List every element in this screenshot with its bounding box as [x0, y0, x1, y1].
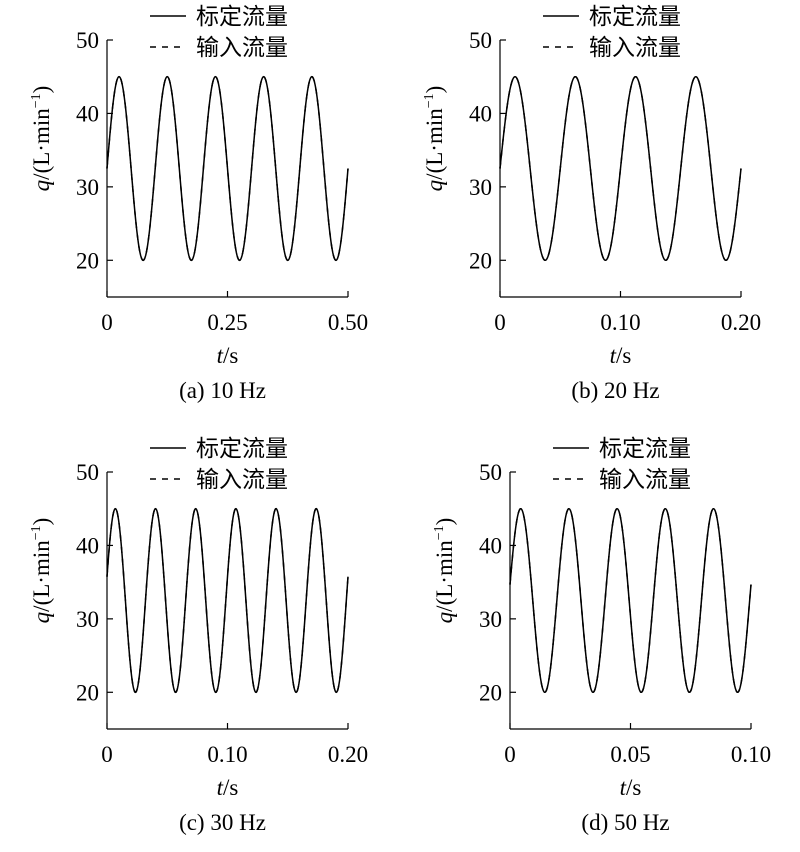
- x-tick-label: 0: [494, 310, 506, 335]
- y-axis-label-close: ): [29, 518, 54, 526]
- y-axis-label-exponent: −1: [432, 525, 447, 540]
- legend-label-dashed: 输入流量: [196, 467, 288, 493]
- x-tick-label: 0.25: [207, 310, 247, 335]
- chart-panel-1: 20 30 40 50 0 0.10 0.20 q/(L·min−1) t/s (b) 20 Hz…: [422, 4, 761, 403]
- x-axis-label-symbol: t: [610, 343, 617, 368]
- y-tick-label: 30: [76, 175, 99, 200]
- y-tick-label: 20: [76, 248, 99, 273]
- x-tick-label: 0: [504, 742, 516, 767]
- panel-caption: (a) 10 Hz: [179, 378, 266, 403]
- y-tick-label: 20: [76, 680, 99, 705]
- legend-label-solid: 标定流量: [589, 4, 681, 30]
- legend-label-solid: 标定流量: [196, 4, 288, 30]
- series-line-dashed: [499, 75, 742, 262]
- y-tick-label: 30: [76, 607, 99, 632]
- y-axis-label-symbol: q: [432, 612, 457, 624]
- x-axis-label-unit: /s: [626, 775, 641, 800]
- x-axis-label-unit: /s: [616, 343, 631, 368]
- legend-label-dashed: 输入流量: [589, 35, 681, 61]
- x-tick-label: 0: [101, 742, 113, 767]
- y-tick-label: 20: [469, 248, 492, 273]
- y-tick-label: 30: [479, 607, 502, 632]
- y-axis-label-unit: /(L·min: [432, 540, 457, 612]
- x-axis-label-unit: /s: [223, 343, 238, 368]
- y-axis-label-unit: /(L·min: [29, 540, 54, 612]
- x-axis-label: t/s: [620, 775, 642, 800]
- x-tick-label: 0.10: [600, 310, 640, 335]
- chart-panel-0: 20 30 40 50 0 0.25 0.50 q/(L·min−1) t/s (a) 10 Hz…: [29, 4, 368, 403]
- series-line-solid: [106, 75, 349, 262]
- y-axis-label-symbol: q: [29, 180, 54, 192]
- x-tick-label: 0: [101, 310, 113, 335]
- series-line-dashed: [106, 75, 349, 262]
- y-tick-label: 40: [479, 533, 502, 558]
- x-axis-label: t/s: [217, 343, 239, 368]
- panel-caption: (c) 30 Hz: [179, 810, 266, 835]
- x-tick-label: 0.10: [207, 742, 247, 767]
- x-axis-label-symbol: t: [217, 343, 224, 368]
- x-axis-label-unit: /s: [223, 775, 238, 800]
- y-axis-label-close: ): [29, 86, 54, 94]
- y-axis-label-exponent: −1: [422, 93, 437, 108]
- y-axis-label-close: ): [432, 518, 457, 526]
- y-axis-label: q/(L·min−1): [29, 518, 54, 624]
- y-axis-label: q/(L·min−1): [432, 518, 457, 624]
- legend-label-dashed: 输入流量: [599, 467, 691, 493]
- x-axis-label-symbol: t: [217, 775, 224, 800]
- y-axis-label-symbol: q: [29, 612, 54, 624]
- x-tick-label: 0.05: [610, 742, 650, 767]
- series-line-solid: [106, 507, 349, 694]
- y-axis-label: q/(L·min−1): [422, 86, 447, 192]
- y-axis-label-exponent: −1: [29, 525, 44, 540]
- x-axis-label-symbol: t: [620, 775, 627, 800]
- legend-label-solid: 标定流量: [599, 436, 691, 462]
- x-tick-label: 0.10: [731, 742, 771, 767]
- series-line-dashed: [106, 507, 349, 694]
- y-tick-label: 40: [469, 101, 492, 126]
- y-axis-label-exponent: −1: [29, 93, 44, 108]
- x-tick-label: 0.50: [328, 310, 368, 335]
- series-line-solid: [499, 75, 742, 262]
- y-tick-label: 50: [76, 28, 99, 53]
- y-axis-label-unit: /(L·min: [422, 108, 447, 180]
- series-line-dashed: [509, 507, 752, 694]
- y-tick-label: 40: [76, 101, 99, 126]
- y-tick-label: 30: [469, 175, 492, 200]
- y-tick-label: 40: [76, 533, 99, 558]
- chart-panel-2: 20 30 40 50 0 0.10 0.20 q/(L·min−1) t/s (c) 30 Hz…: [29, 436, 368, 835]
- x-tick-label: 0.20: [721, 310, 761, 335]
- y-axis-label: q/(L·min−1): [29, 86, 54, 192]
- y-axis-label-unit: /(L·min: [29, 108, 54, 180]
- y-tick-label: 50: [479, 460, 502, 485]
- series-line-solid: [509, 507, 752, 694]
- y-axis-label-close: ): [422, 86, 447, 94]
- chart-panel-3: 20 30 40 50 0 0.05 0.10 q/(L·min−1) t/s (d) 50 Hz…: [432, 436, 771, 835]
- panel-caption: (d) 50 Hz: [581, 810, 669, 835]
- y-tick-label: 50: [469, 28, 492, 53]
- y-axis-label-symbol: q: [422, 180, 447, 192]
- legend-label-dashed: 输入流量: [196, 35, 288, 61]
- y-tick-label: 20: [479, 680, 502, 705]
- x-axis-label: t/s: [610, 343, 632, 368]
- x-tick-label: 0.20: [328, 742, 368, 767]
- panel-caption: (b) 20 Hz: [571, 378, 659, 403]
- legend-label-solid: 标定流量: [196, 436, 288, 462]
- y-tick-label: 50: [76, 460, 99, 485]
- x-axis-label: t/s: [217, 775, 239, 800]
